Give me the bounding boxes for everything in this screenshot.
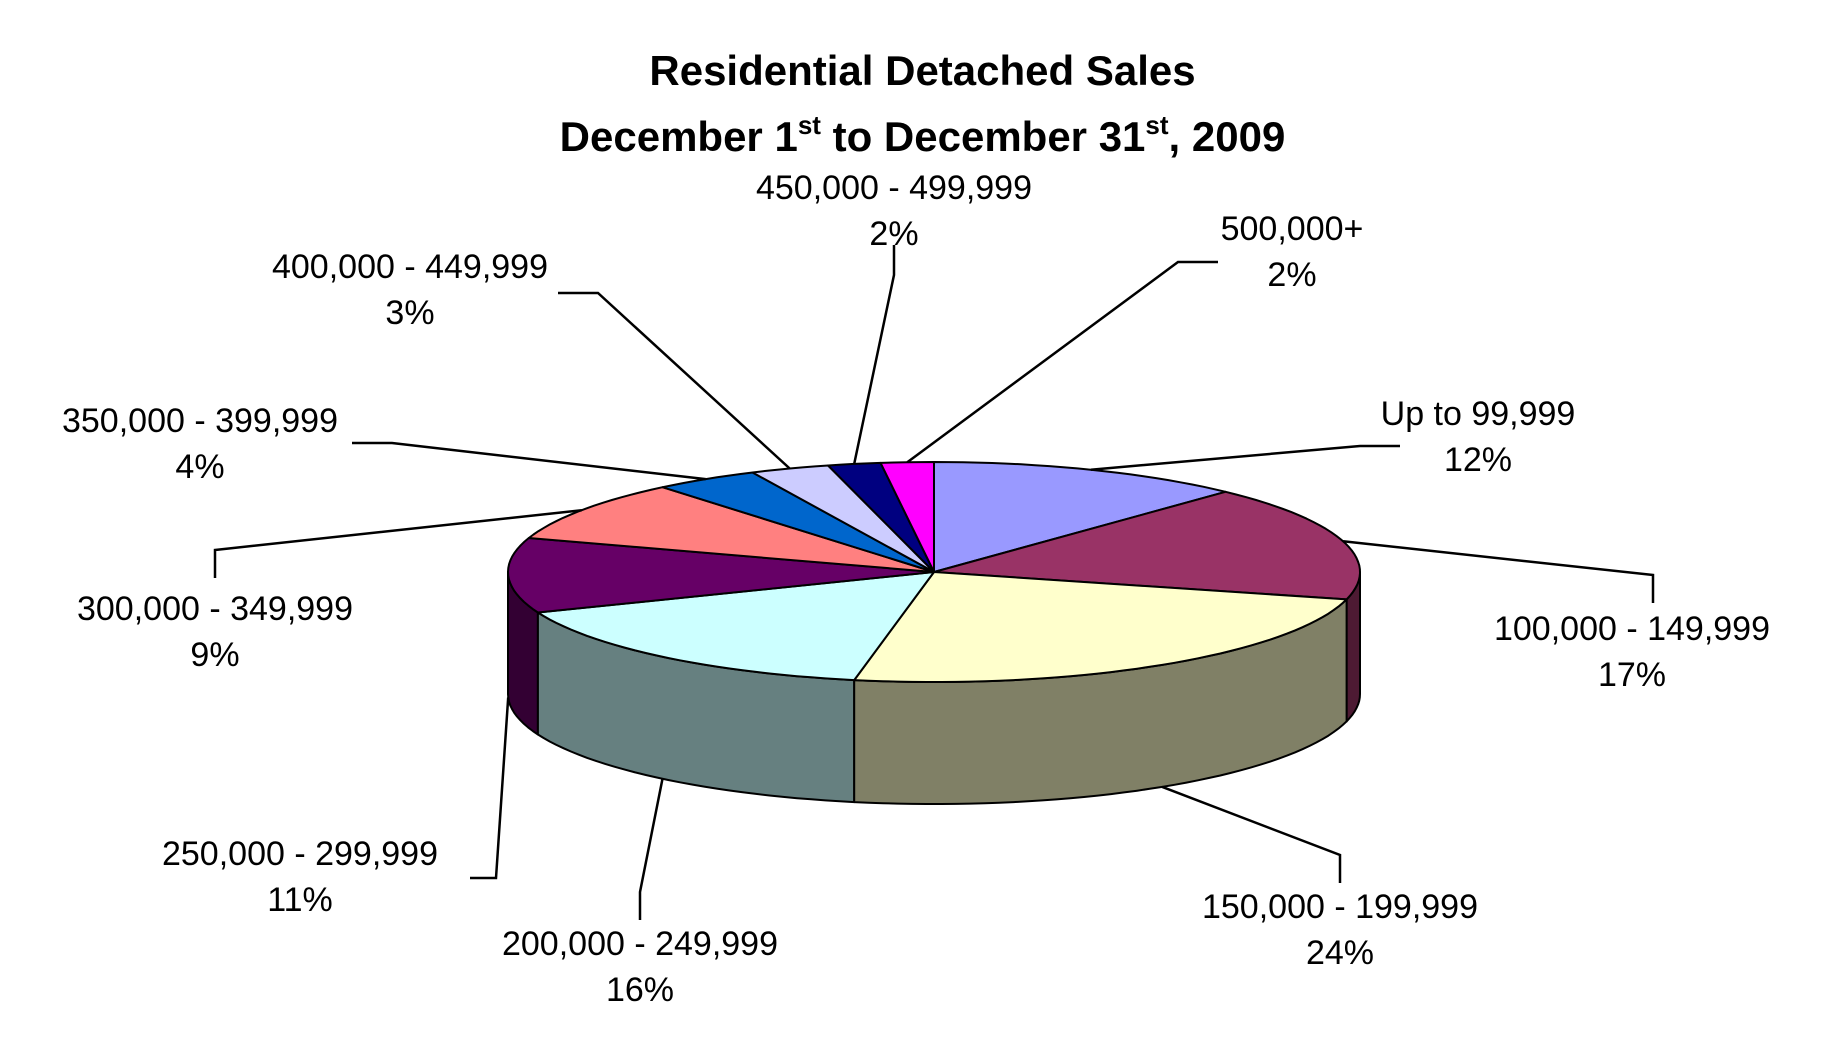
pie-tops: [507, 461, 1361, 683]
title-line2-part-a: December 1: [559, 113, 798, 160]
pie-slice-4: [536, 571, 935, 682]
title-superscript-2: st: [1145, 110, 1169, 140]
leader-line-8: [558, 291, 791, 470]
leader-line-7: [352, 441, 706, 481]
pie-sides: [507, 571, 1361, 805]
leader-line-3: [1161, 785, 1342, 883]
leader-line-10: [906, 260, 1218, 464]
chart-title-line2: December 1st to December 31st, 2009: [0, 104, 1845, 170]
leader-line-5: [470, 697, 510, 880]
slice-percent-2: 17%: [1598, 656, 1666, 694]
slice-label-8: 400,000 - 449,999: [272, 248, 548, 286]
slice-percent-7: 4%: [175, 448, 224, 486]
slice-percent-4: 16%: [606, 971, 674, 1009]
title-line2-part-b: to December 31: [820, 113, 1146, 160]
slice-label-4: 200,000 - 249,999: [502, 925, 778, 963]
slice-labels: Up to 99,999 12% 100,000 - 149,999 17% 150,0…: [62, 169, 1770, 1009]
chart-title: Residential Detached Sales December 1st …: [0, 38, 1845, 170]
slice-label-5: 250,000 - 299,999: [162, 835, 438, 873]
pie-slice-3: [853, 571, 1348, 683]
leader-line-6: [213, 508, 582, 578]
leader-line-9: [852, 245, 896, 465]
title-line2-part-c: , 2009: [1168, 113, 1286, 160]
slice-label-7: 350,000 - 399,999: [62, 402, 338, 440]
leader-lines: [213, 245, 1655, 920]
pie-slice-5: [507, 537, 935, 614]
slice-percent-8: 3%: [385, 294, 434, 332]
leader-line-4: [638, 778, 664, 920]
slice-label-9: 450,000 - 499,999: [756, 169, 1032, 207]
slice-percent-9: 2%: [869, 215, 918, 253]
leader-line-1: [1090, 444, 1400, 471]
slice-percent-10: 2%: [1267, 256, 1316, 294]
slice-percent-1: 12%: [1444, 441, 1512, 479]
slice-label-1: Up to 99,999: [1381, 395, 1576, 433]
slice-label-6: 300,000 - 349,999: [77, 590, 353, 628]
slice-label-2: 100,000 - 149,999: [1494, 610, 1770, 648]
title-superscript-1: st: [797, 110, 821, 140]
chart-title-line1: Residential Detached Sales: [649, 47, 1196, 94]
leader-line-2: [1342, 540, 1655, 603]
slice-percent-3: 24%: [1306, 934, 1374, 972]
slice-label-3: 150,000 - 199,999: [1202, 888, 1478, 926]
slice-label-10: 500,000+: [1221, 210, 1364, 248]
pie-slice-2: [933, 490, 1361, 601]
slice-percent-5: 11%: [267, 881, 333, 919]
slice-percent-6: 9%: [190, 636, 239, 674]
